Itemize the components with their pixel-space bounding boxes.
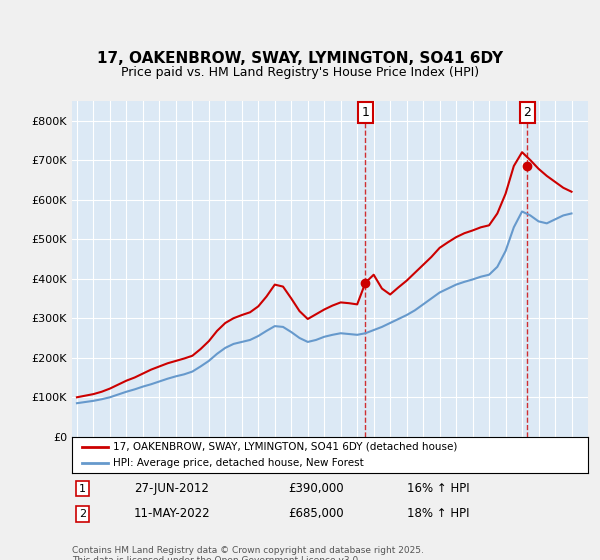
- Text: 1: 1: [79, 484, 86, 493]
- Text: 16% ↑ HPI: 16% ↑ HPI: [407, 482, 470, 495]
- Text: 2: 2: [79, 509, 86, 519]
- Text: Price paid vs. HM Land Registry's House Price Index (HPI): Price paid vs. HM Land Registry's House …: [121, 66, 479, 80]
- Text: 11-MAY-2022: 11-MAY-2022: [134, 507, 211, 520]
- Text: £685,000: £685,000: [289, 507, 344, 520]
- Text: HPI: Average price, detached house, New Forest: HPI: Average price, detached house, New …: [113, 458, 364, 468]
- Text: 17, OAKENBROW, SWAY, LYMINGTON, SO41 6DY: 17, OAKENBROW, SWAY, LYMINGTON, SO41 6DY: [97, 52, 503, 66]
- Text: 1: 1: [362, 106, 370, 119]
- Text: 27-JUN-2012: 27-JUN-2012: [134, 482, 209, 495]
- Text: £390,000: £390,000: [289, 482, 344, 495]
- Text: 2: 2: [524, 106, 532, 119]
- Text: Contains HM Land Registry data © Crown copyright and database right 2025.
This d: Contains HM Land Registry data © Crown c…: [72, 546, 424, 560]
- Text: 17, OAKENBROW, SWAY, LYMINGTON, SO41 6DY (detached house): 17, OAKENBROW, SWAY, LYMINGTON, SO41 6DY…: [113, 442, 458, 452]
- Text: 18% ↑ HPI: 18% ↑ HPI: [407, 507, 470, 520]
